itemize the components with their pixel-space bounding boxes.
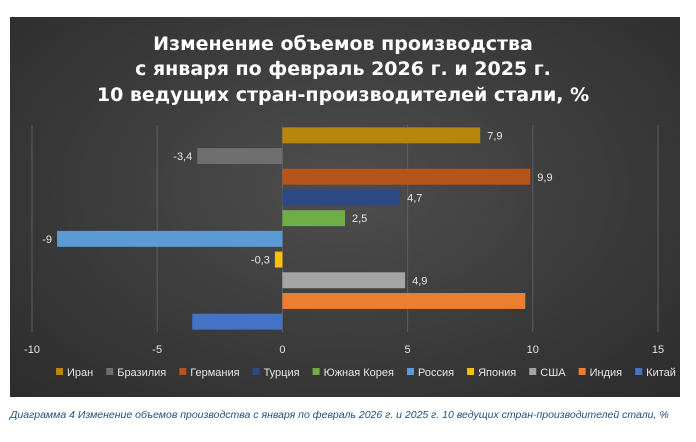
data-labels: 7,9 -3,4 9,9 4,7 2,5 -9 -0,3 4,9	[42, 130, 552, 287]
bar-6	[274, 251, 283, 268]
legend-swatch-7	[529, 368, 537, 375]
bar-chart: Изменение объемов производства с января …	[24, 33, 676, 379]
legend-label-4: Южная Корея	[324, 367, 394, 379]
legend-swatch-6	[467, 368, 475, 375]
legend-swatch-5	[406, 368, 414, 375]
legend-label-9: Китай	[646, 367, 676, 379]
bar-3	[282, 189, 401, 206]
chart-title-line-1: Изменение объемов производства	[153, 33, 533, 55]
x-tick-label-2: 0	[279, 344, 285, 356]
legend-swatch-2	[179, 368, 187, 375]
legend-swatch-8	[578, 368, 586, 375]
bars	[57, 127, 531, 330]
legend-swatch-9	[635, 368, 643, 375]
data-label-1: -3,4	[173, 151, 192, 163]
legend-label-0: Иран	[67, 367, 93, 379]
bar-7	[282, 272, 406, 289]
legend-swatch-0	[56, 368, 63, 375]
chart-panel: Изменение объемов производства с января …	[10, 17, 680, 397]
legend-label-7: США	[540, 367, 566, 379]
data-label-0: 7,9	[487, 130, 502, 142]
bar-8	[282, 292, 526, 309]
legend-label-2: Германия	[190, 367, 239, 379]
legend-label-6: Япония	[478, 367, 516, 379]
data-label-2: 9,9	[537, 172, 552, 184]
data-label-5: -9	[42, 234, 52, 246]
legend-swatch-3	[252, 368, 260, 375]
x-tick-label-3: 5	[405, 344, 411, 356]
legend-label-3: Турция	[264, 367, 300, 379]
bar-5	[57, 230, 283, 247]
bar-1	[197, 148, 283, 165]
bar-2	[282, 168, 531, 185]
legend-label-1: Бразилия	[117, 367, 166, 379]
data-label-6: -0,3	[251, 255, 270, 267]
legend-swatch-1	[106, 368, 114, 375]
chart-title: Изменение объемов производства с января …	[97, 33, 589, 106]
bar-0	[282, 127, 481, 144]
x-axis-ticks: -10 -5 0 5 10 15	[24, 344, 664, 356]
bar-4	[282, 210, 345, 227]
x-tick-label-0: -10	[24, 344, 40, 356]
bar-9	[192, 313, 283, 330]
legend: Иран Бразилия Германия Турция Южная Корея Рос…	[56, 367, 676, 379]
legend-label-8: Индия	[590, 367, 623, 379]
figure-caption: Диаграмма 4 Изменение объемов производст…	[10, 409, 669, 421]
chart-title-line-3: 10 ведущих стран-производителей стали, %	[97, 84, 589, 106]
x-tick-label-5: 15	[652, 344, 664, 356]
legend-label-5: Россия	[418, 367, 454, 379]
data-label-7: 4,9	[412, 275, 427, 287]
chart-title-line-2: с января по февраль 2026 г. и 2025 г.	[135, 58, 551, 80]
legend-swatch-4	[312, 368, 320, 375]
data-label-4: 2,5	[352, 213, 367, 225]
x-tick-label-4: 10	[527, 344, 539, 356]
data-label-3: 4,7	[407, 192, 422, 204]
x-tick-label-1: -5	[152, 344, 162, 356]
